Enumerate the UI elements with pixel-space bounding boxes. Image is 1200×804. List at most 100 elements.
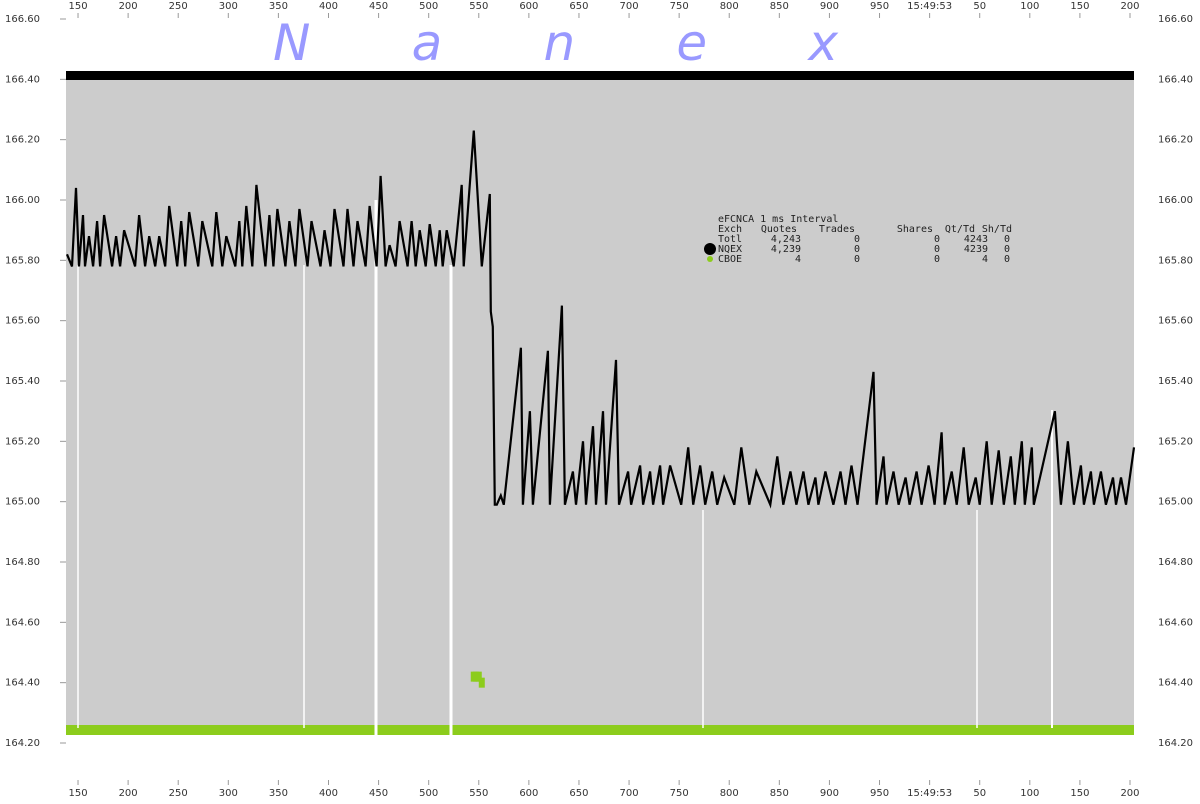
trade-band	[66, 71, 1134, 80]
x-tick-label-bottom: 450	[369, 788, 388, 799]
x-tick-label-bottom: 950	[870, 788, 889, 799]
x-tick-label-bottom: 15:49:53	[907, 788, 952, 799]
x-tick-label: 100	[1020, 1, 1039, 12]
x-tick-label-bottom: 50	[973, 788, 986, 799]
legend-cell: 0	[854, 254, 860, 265]
y-tick-label: 165.40	[5, 376, 40, 387]
x-tick-label-bottom: 750	[670, 788, 689, 799]
y-tick-label-right: 166.20	[1158, 135, 1193, 146]
x-tick-label-bottom: 350	[269, 788, 288, 799]
legend-cell: 4,239	[771, 244, 801, 255]
y-tick-label: 166.40	[5, 74, 40, 85]
x-tick-label: 650	[569, 1, 588, 12]
legend-marker	[704, 243, 716, 255]
legend-header: Sh/Td	[982, 224, 1012, 235]
legend-cell: 0	[934, 234, 940, 245]
legend-cell: 0	[1004, 234, 1010, 245]
legend-title: eFCNCA 1 ms Interval	[718, 214, 838, 225]
quote-band	[66, 725, 1134, 735]
y-tick-label-right: 165.40	[1158, 376, 1193, 387]
x-tick-label: 750	[670, 1, 689, 12]
plot-area	[66, 79, 1134, 731]
x-tick-label-bottom: 200	[1120, 788, 1139, 799]
x-tick-label: 500	[419, 1, 438, 12]
x-tick-label-bottom: 200	[119, 788, 138, 799]
gap-lines	[77, 200, 1053, 735]
y-tick-label: 165.20	[5, 436, 40, 447]
y-tick-label-right: 166.00	[1158, 195, 1193, 206]
legend-cell: 4239	[964, 244, 988, 255]
x-tick-label: 550	[469, 1, 488, 12]
x-tick-label-bottom: 550	[469, 788, 488, 799]
x-tick-label-bottom: 150	[1070, 788, 1089, 799]
x-tick-label: 950	[870, 1, 889, 12]
x-tick-label: 150	[68, 1, 87, 12]
legend-cell: 4	[795, 254, 801, 265]
y-tick-label-right: 165.00	[1158, 497, 1193, 508]
x-tick-label: 15:49:53	[907, 1, 952, 12]
price-line	[65, 130, 1136, 509]
y-tick-label: 165.00	[5, 497, 40, 508]
x-tick-label-bottom: 800	[720, 788, 739, 799]
y-tick-label-right: 164.40	[1158, 678, 1193, 689]
y-tick-label-right: 164.20	[1158, 738, 1193, 749]
x-tick-label-bottom: 300	[219, 788, 238, 799]
x-tick-label-bottom: 150	[68, 788, 87, 799]
x-tick-label-bottom: 900	[820, 788, 839, 799]
quote-marker	[472, 671, 479, 682]
x-tick-label: 50	[973, 1, 986, 12]
legend-row-label: Totl	[718, 234, 742, 245]
x-tick-label: 850	[770, 1, 789, 12]
x-tick-label: 800	[720, 1, 739, 12]
y-tick-label: 164.40	[5, 678, 40, 689]
legend-cell: 4,243	[771, 234, 801, 245]
x-tick-label: 450	[369, 1, 388, 12]
x-tick-label-bottom: 100	[1020, 788, 1039, 799]
x-tick-label: 200	[1120, 1, 1139, 12]
y-tick-label: 165.60	[5, 316, 40, 327]
y-tick-label-right: 165.20	[1158, 436, 1193, 447]
legend-cell: 0	[854, 244, 860, 255]
x-tick-label: 700	[620, 1, 639, 12]
y-tick-label: 166.00	[5, 195, 40, 206]
x-tick-label: 400	[319, 1, 338, 12]
y-tick-label-right: 166.60	[1158, 14, 1193, 25]
legend-cell: 4	[982, 254, 988, 265]
legend-cell: 0	[854, 234, 860, 245]
x-tick-label: 150	[1070, 1, 1089, 12]
x-tick-label-bottom: 250	[169, 788, 188, 799]
x-tick-label: 900	[820, 1, 839, 12]
legend-header: Exch	[718, 224, 742, 235]
watermark: Nanex	[273, 14, 838, 72]
x-tick-label: 600	[519, 1, 538, 12]
legend-cell: 4243	[964, 234, 988, 245]
y-tick-label-right: 165.80	[1158, 255, 1193, 266]
y-tick-label-right: 164.60	[1158, 617, 1193, 628]
legend-header: Trades	[819, 224, 855, 235]
legend-header: Shares	[897, 224, 933, 235]
legend-cell: 0	[934, 254, 940, 265]
y-tick-label: 165.80	[5, 255, 40, 266]
x-tick-label-bottom: 650	[569, 788, 588, 799]
x-tick-label: 250	[169, 1, 188, 12]
x-tick-label-bottom: 400	[319, 788, 338, 799]
x-tick-label: 200	[119, 1, 138, 12]
x-tick-label-bottom: 850	[770, 788, 789, 799]
legend-header: Qt/Td	[945, 224, 975, 235]
quote-marker	[478, 677, 485, 688]
y-tick-label: 166.20	[5, 135, 40, 146]
legend-cell: 0	[1004, 244, 1010, 255]
legend-cell: 0	[1004, 254, 1010, 265]
x-tick-label-bottom: 500	[419, 788, 438, 799]
y-tick-label-right: 164.80	[1158, 557, 1193, 568]
legend-row-label: NQEX	[718, 244, 742, 255]
x-tick-label-bottom: 600	[519, 788, 538, 799]
y-tick-label: 164.80	[5, 557, 40, 568]
y-tick-label-right: 166.40	[1158, 74, 1193, 85]
x-tick-label: 350	[269, 1, 288, 12]
y-tick-label: 166.60	[5, 14, 40, 25]
quote-marker	[475, 671, 482, 682]
